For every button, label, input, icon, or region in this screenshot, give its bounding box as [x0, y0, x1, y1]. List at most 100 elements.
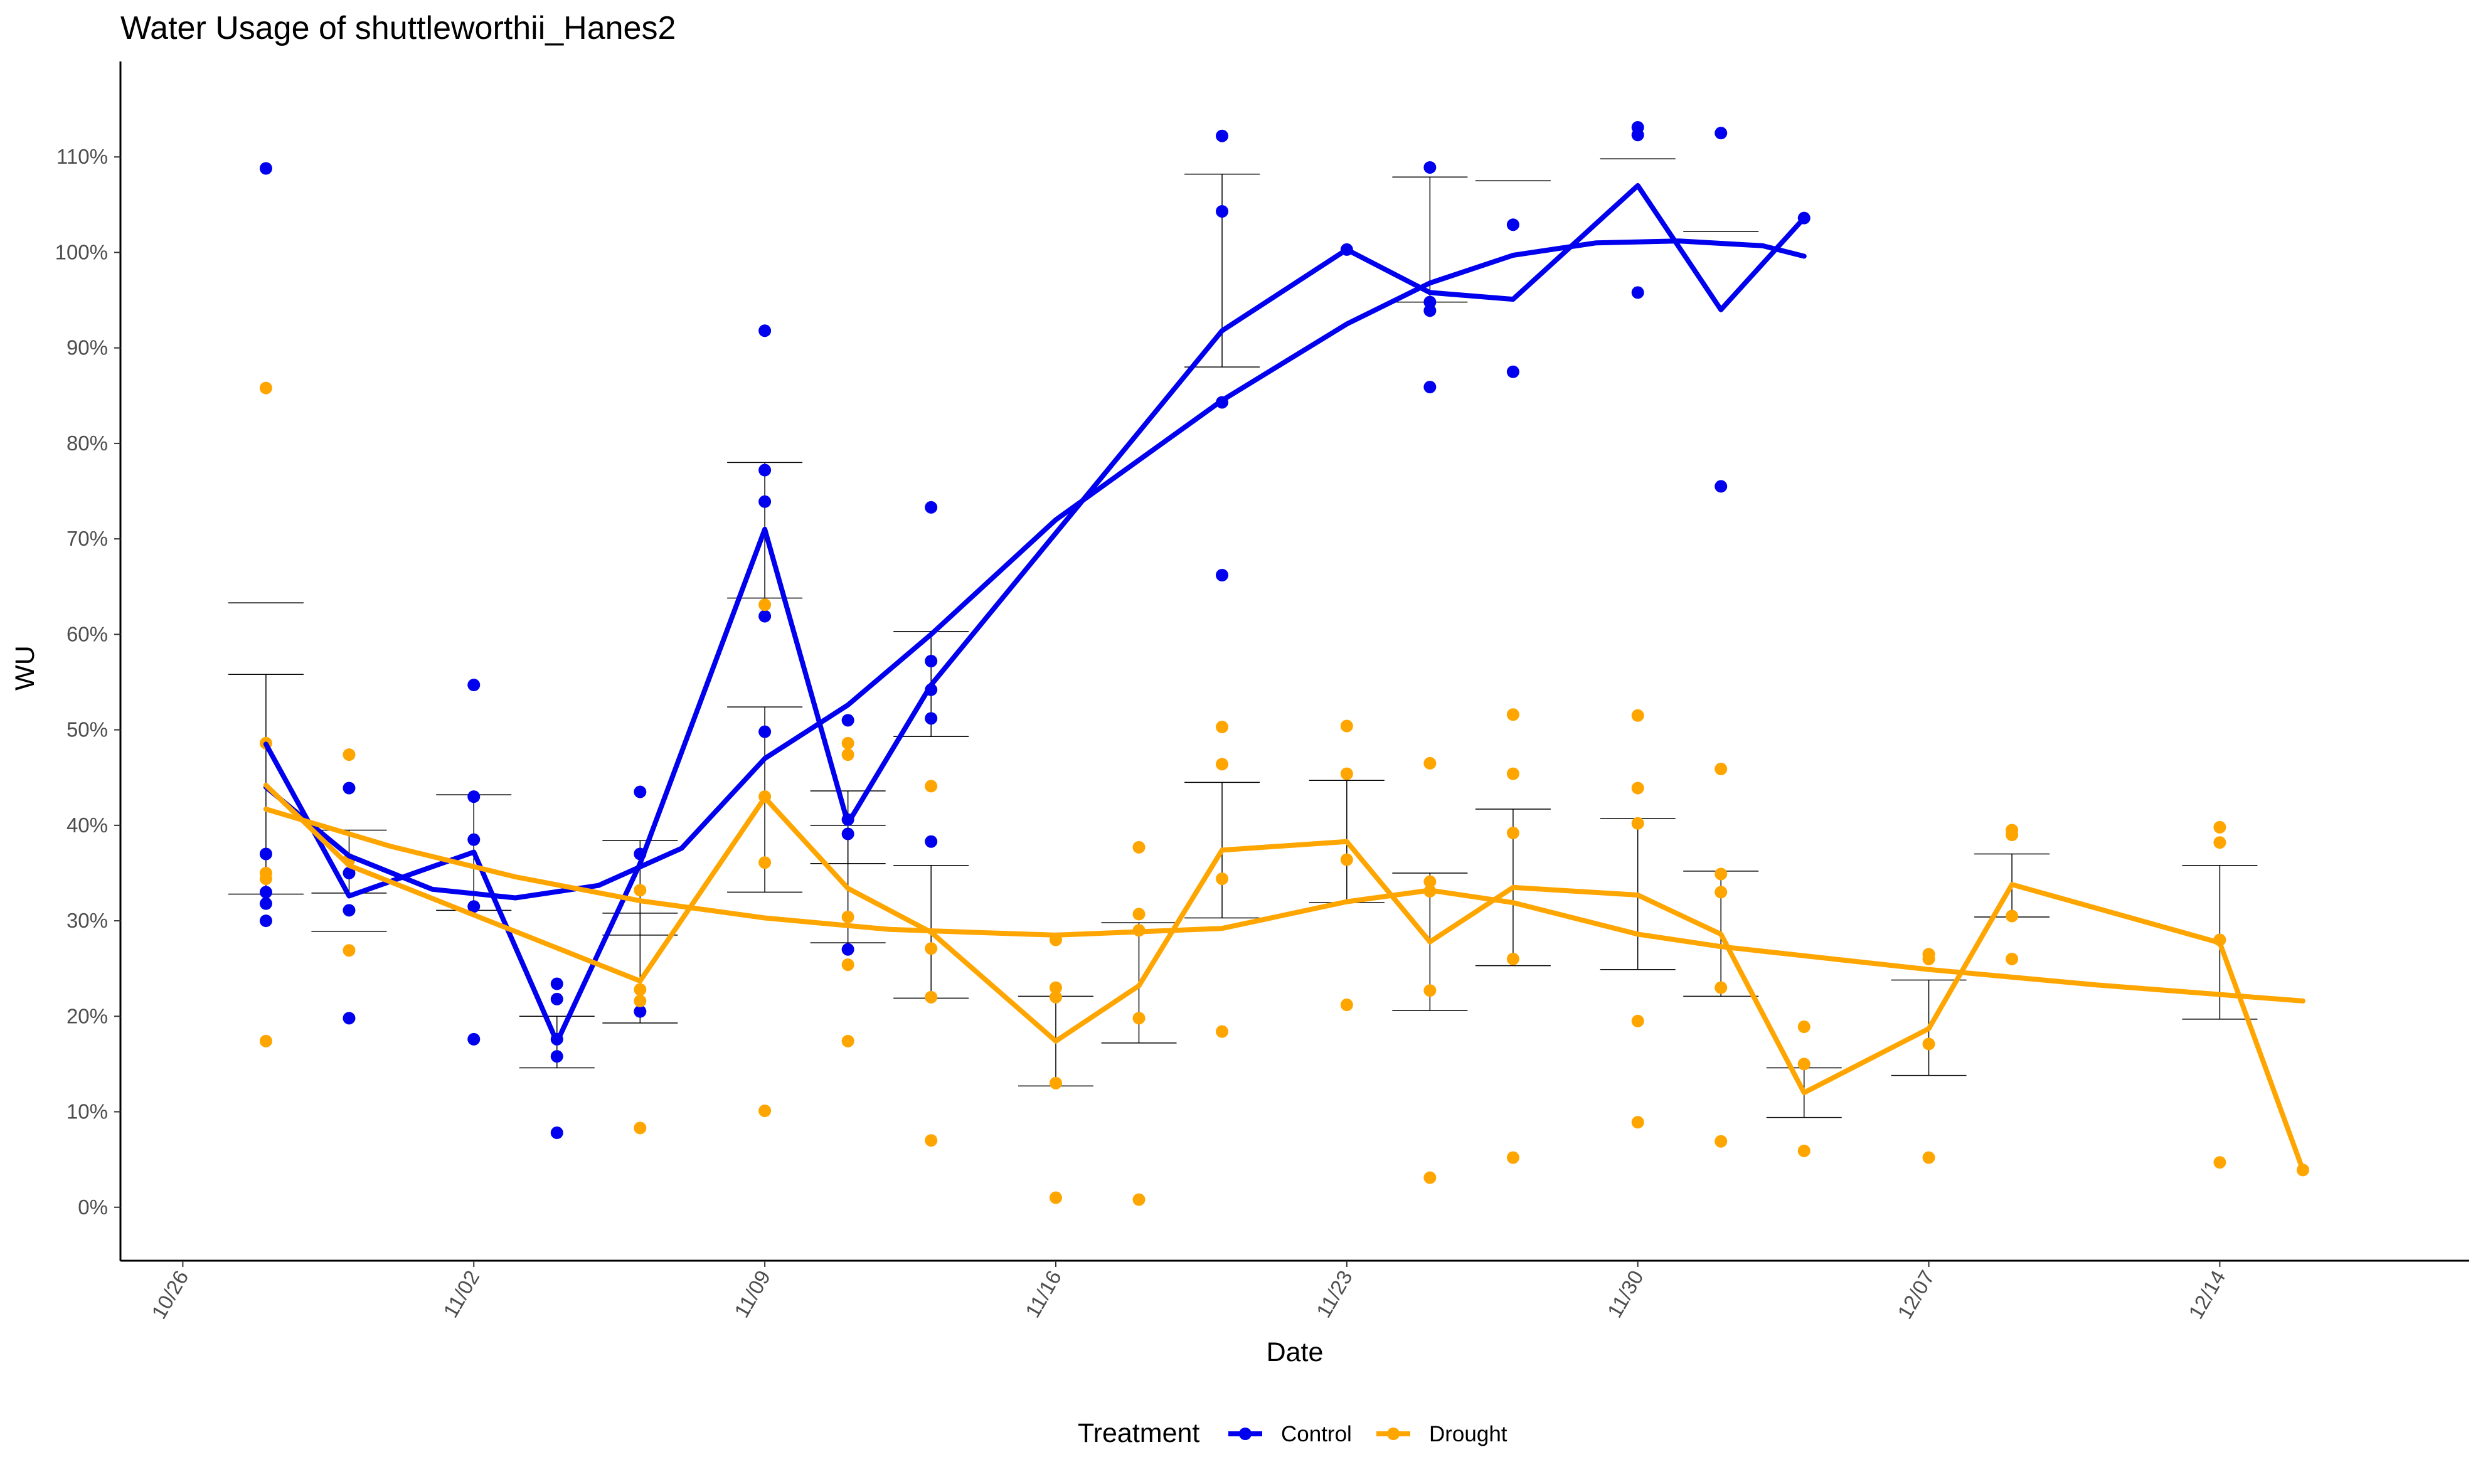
y-tick-label: 80% [66, 432, 108, 455]
data-point [550, 977, 563, 990]
data-point [1216, 758, 1229, 771]
data-point [1506, 1151, 1519, 1164]
data-point [634, 994, 647, 1007]
data-point [1506, 218, 1519, 231]
data-point [467, 679, 481, 692]
data-point [2213, 820, 2226, 834]
data-point [259, 886, 272, 899]
data-point [259, 162, 272, 175]
data-point [1715, 981, 1728, 994]
legend-key-point [1239, 1428, 1252, 1440]
data-point [1506, 767, 1519, 780]
y-tick-label: 30% [66, 909, 108, 932]
data-point [925, 501, 938, 514]
data-point [925, 712, 938, 725]
data-point [550, 1050, 563, 1063]
data-point [758, 324, 772, 337]
data-point [1506, 365, 1519, 378]
data-point [758, 856, 772, 869]
data-point [841, 910, 854, 923]
data-point [467, 1032, 481, 1046]
y-tick-label: 10% [66, 1100, 108, 1123]
data-point [1631, 1014, 1644, 1027]
data-point [1216, 129, 1229, 142]
data-point [1340, 999, 1353, 1012]
data-point [2006, 829, 2019, 842]
data-point [634, 884, 647, 897]
mean-line-control [263, 183, 1807, 1045]
y-tick-label: 60% [66, 622, 108, 645]
data-point [1049, 1191, 1062, 1204]
data-point [841, 827, 854, 840]
data-point [925, 780, 938, 793]
data-point [343, 866, 356, 879]
legend-title: Treatment [1078, 1418, 1199, 1448]
data-point [841, 748, 854, 761]
data-point [925, 1134, 938, 1147]
data-point [1715, 127, 1728, 140]
data-point [343, 944, 356, 957]
legend: Treatment Control Drought [1078, 1418, 1507, 1448]
data-point [758, 610, 772, 623]
data-point [1423, 295, 1437, 309]
data-point [259, 897, 272, 910]
x-axis-label: Date [1267, 1337, 1324, 1367]
data-point [2213, 836, 2226, 849]
data-point [259, 1034, 272, 1047]
data-point [634, 983, 647, 996]
data-point [343, 782, 356, 795]
data-point [1715, 480, 1728, 493]
data-point [1423, 1171, 1437, 1184]
data-point [841, 714, 854, 727]
data-point [1423, 381, 1437, 394]
data-point [1715, 867, 1728, 881]
data-point [925, 942, 938, 955]
data-point [1423, 304, 1437, 317]
data-point [1049, 1076, 1062, 1089]
data-point [343, 748, 356, 761]
data-point [1216, 721, 1229, 734]
mean-line-drought [263, 782, 2305, 1173]
data-point [758, 495, 772, 508]
y-tick-label: 100% [55, 240, 108, 263]
data-point [550, 992, 563, 1005]
data-point [1216, 1025, 1229, 1038]
data-point [1797, 1020, 1810, 1034]
data-point [1715, 886, 1728, 899]
data-point [758, 1105, 772, 1117]
data-point [758, 464, 772, 477]
data-point [841, 958, 854, 972]
smooth-line-control [263, 238, 1807, 901]
y-tick-label: 50% [66, 718, 108, 741]
data-point [1631, 129, 1644, 142]
legend-key-point [1387, 1428, 1400, 1440]
data-point [343, 1012, 356, 1025]
data-point [1340, 767, 1353, 780]
data-point [1216, 872, 1229, 886]
data-point [2006, 909, 2019, 923]
data-point [1132, 1012, 1146, 1025]
data-point [634, 1121, 647, 1135]
y-tick-label: 0% [78, 1195, 108, 1219]
data-point [1423, 756, 1437, 770]
data-point [1340, 853, 1353, 866]
data-point [1922, 1151, 1935, 1164]
chart-title: Water Usage of shuttleworthii_Hanes2 [120, 10, 676, 46]
data-point [841, 736, 854, 750]
y-tick-label: 40% [66, 814, 108, 837]
data-point [550, 1126, 563, 1140]
data-point [634, 1005, 647, 1018]
data-point [259, 872, 272, 886]
data-point [467, 833, 481, 846]
legend-label: Drought [1429, 1422, 1507, 1446]
data-point [1340, 719, 1353, 733]
y-tick-label: 90% [66, 336, 108, 359]
data-point [343, 904, 356, 917]
data-point [1715, 1135, 1728, 1148]
data-point [1132, 1193, 1146, 1206]
y-tick-label: 20% [66, 1004, 108, 1027]
data-point [1631, 817, 1644, 830]
data-point [1797, 1144, 1810, 1157]
